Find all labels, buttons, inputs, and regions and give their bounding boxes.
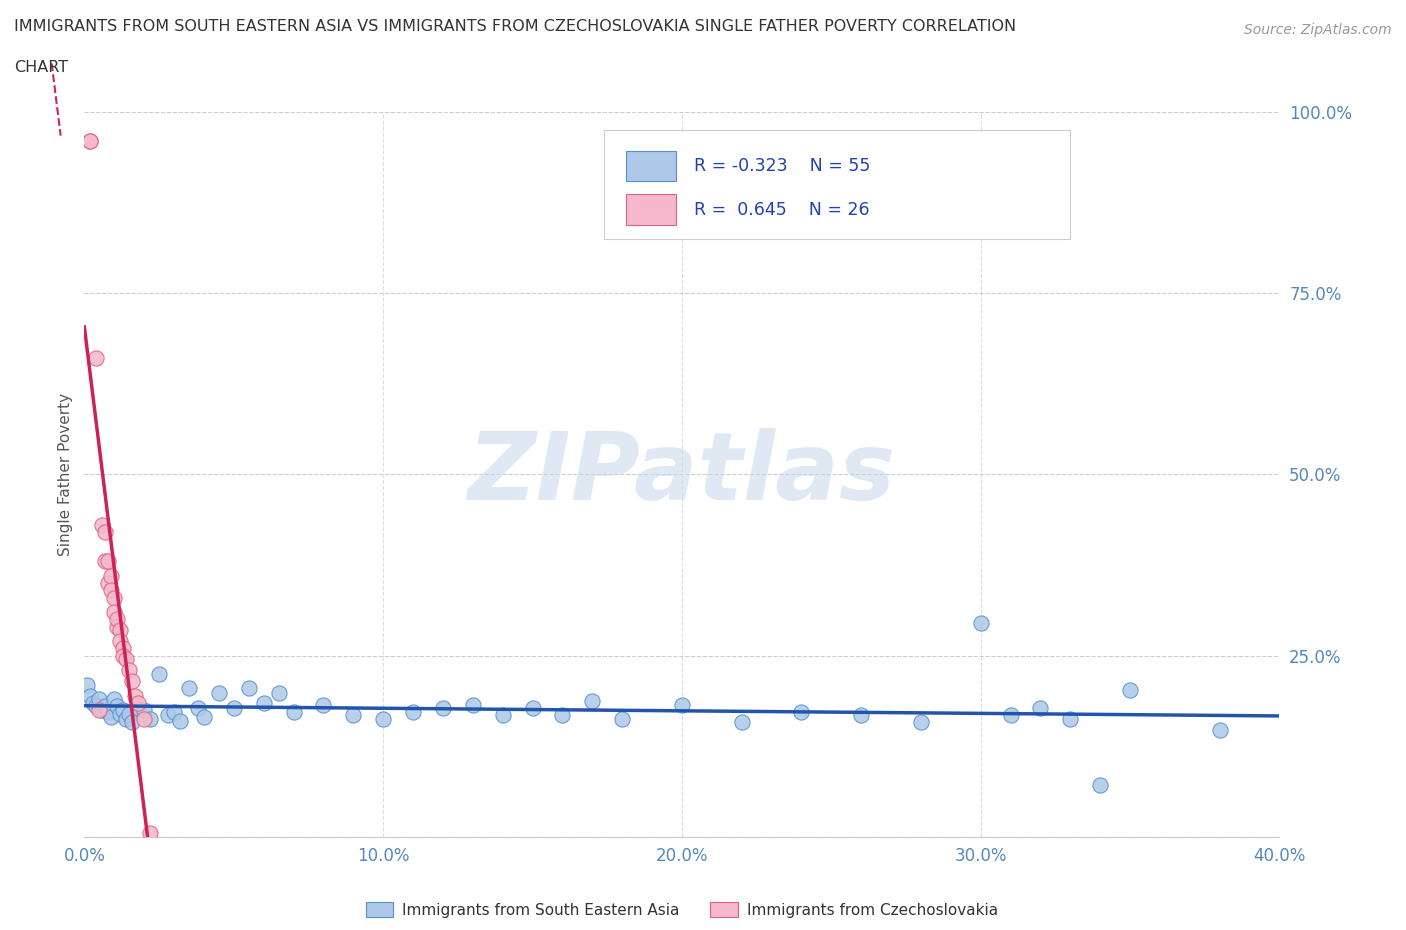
Point [127,700,149,715]
Point [110,706,132,721]
Point [79,688,101,703]
Point [267,686,290,701]
Point [610,712,633,727]
Point [97,576,120,591]
Point [105,619,128,634]
Point [461,698,484,712]
Point [110,623,132,638]
Point [112,641,135,656]
Point [110,633,132,648]
Point [105,612,128,627]
Point [970,616,993,631]
Point [1208,723,1232,737]
Point [89,692,111,707]
Text: ZIPatlas: ZIPatlas [468,429,896,520]
Point [115,712,138,727]
Point [432,700,454,715]
Text: IMMIGRANTS FROM SOUTH EASTERN ASIA VS IMMIGRANTS FROM CZECHOSLOVAKIA SINGLE FATH: IMMIGRANTS FROM SOUTH EASTERN ASIA VS IM… [14,19,1017,33]
Point [148,666,170,681]
Point [76,677,98,692]
FancyBboxPatch shape [626,194,676,225]
Point [103,591,125,605]
Point [94,525,117,539]
Point [177,681,200,696]
Point [139,826,162,841]
Point [100,583,122,598]
Point [91,518,114,533]
Text: R = -0.323    N = 55: R = -0.323 N = 55 [695,157,870,175]
Point [124,688,146,703]
Point [731,715,754,730]
Point [103,604,125,619]
Point [112,703,135,718]
Point [402,705,425,720]
Point [253,696,276,711]
Point [671,698,693,712]
Point [79,133,101,148]
Point [157,708,180,723]
Point [551,708,574,723]
Point [342,708,364,723]
Point [139,712,162,727]
Point [112,648,135,663]
Point [1119,683,1142,698]
Point [127,696,149,711]
Text: CHART: CHART [14,60,67,75]
Point [581,693,603,708]
Point [94,554,117,569]
Point [312,698,335,712]
Point [193,710,215,724]
Text: R =  0.645    N = 26: R = 0.645 N = 26 [695,201,869,219]
Point [103,692,125,707]
Point [97,554,120,569]
Point [86,699,108,714]
Y-axis label: Single Father Poverty: Single Father Poverty [58,392,73,556]
Point [94,699,117,714]
Point [1088,777,1111,792]
Point [100,710,122,724]
Point [82,696,104,711]
Point [163,705,186,720]
Point [115,652,138,667]
Point [132,703,156,718]
Point [89,703,111,718]
Point [105,699,128,714]
Point [371,712,394,727]
Point [1059,712,1081,727]
Point [492,708,515,723]
Legend: Immigrants from South Eastern Asia, Immigrants from Czechoslovakia: Immigrants from South Eastern Asia, Immi… [360,896,1004,923]
Point [121,715,143,730]
Point [522,700,544,715]
Point [121,673,143,688]
Point [79,133,101,148]
Point [222,700,245,715]
Point [283,705,305,720]
Point [238,681,260,696]
Point [118,663,141,678]
Point [169,713,191,728]
Point [100,568,122,583]
FancyBboxPatch shape [626,151,676,181]
Point [86,351,108,365]
Point [91,703,114,718]
Point [118,706,141,721]
Point [132,712,156,727]
Point [97,705,120,720]
Point [790,704,813,719]
Point [208,686,231,701]
Point [1000,708,1022,723]
Point [910,715,932,730]
FancyBboxPatch shape [605,130,1070,239]
Point [1029,700,1052,715]
Text: Source: ZipAtlas.com: Source: ZipAtlas.com [1244,23,1392,37]
Point [849,708,872,723]
Point [187,700,209,715]
